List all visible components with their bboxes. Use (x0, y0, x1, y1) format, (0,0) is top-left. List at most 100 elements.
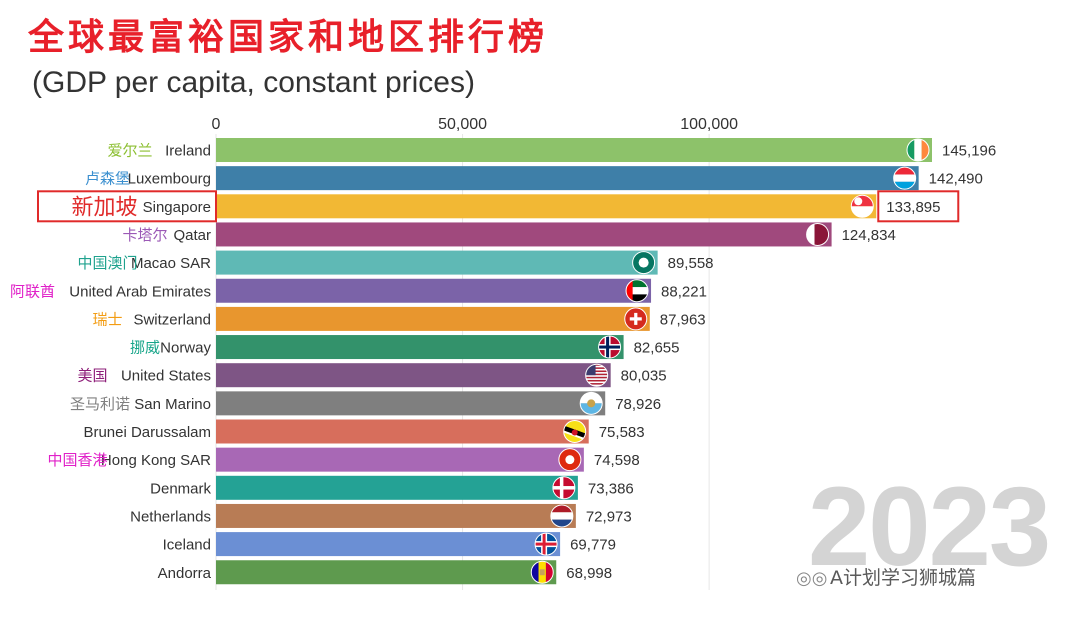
category-label: Qatar (173, 227, 211, 244)
category-label: Hong Kong SAR (101, 452, 211, 469)
x-tick-label: 100,000 (680, 116, 738, 133)
value-label: 69,779 (570, 537, 616, 554)
category-label-cn: 圣马利诺 (70, 395, 130, 413)
flag-uae (626, 279, 649, 302)
category-label-cn: 挪威 (130, 339, 160, 357)
category-label: Denmark (150, 480, 211, 497)
bar-row: Switzerland 瑞士 87,963 (92, 306, 706, 331)
flag-qatar (806, 223, 829, 246)
value-label: 73,386 (588, 480, 634, 497)
year-label: 2023 (808, 464, 1051, 589)
bar-row: United States 美国 80,035 (77, 363, 667, 388)
bar (216, 278, 652, 303)
category-label-cn: 美国 (77, 367, 107, 385)
bar (216, 335, 624, 360)
flag-usa (585, 364, 608, 387)
bar (216, 194, 877, 219)
flag-norway (598, 336, 621, 359)
category-label-cn: 瑞士 (92, 310, 122, 328)
category-label: Netherlands (130, 508, 211, 525)
flag-singapore (851, 195, 874, 218)
flag-macao (632, 251, 655, 274)
value-label: 142,490 (929, 171, 983, 188)
bar (216, 391, 606, 416)
category-label: Norway (160, 340, 211, 357)
flag-netherlands (550, 504, 573, 527)
highlight-box-label (37, 190, 217, 223)
category-label: Brunei Darussalam (83, 424, 211, 441)
value-label: 124,834 (842, 227, 896, 244)
category-label: Switzerland (133, 311, 211, 328)
value-label: 89,558 (668, 255, 714, 272)
chart-subtitle: (GDP per capita, constant prices) (32, 66, 475, 99)
value-label: 87,963 (660, 311, 706, 328)
category-label: Macao SAR (131, 255, 211, 272)
category-label: United States (121, 368, 211, 385)
bar-row: Brunei Darussalam 75,583 (83, 419, 645, 444)
bar (216, 532, 561, 557)
category-label: Ireland (165, 143, 211, 160)
flag-switzerland (624, 307, 647, 330)
x-tick-label: 0 (212, 116, 221, 133)
category-label-cn: 阿联酋 (10, 282, 55, 300)
wechat-icon: ◎◎ (796, 568, 828, 589)
bar-row: Qatar 卡塔尔 124,834 (122, 222, 896, 247)
value-label: 88,221 (661, 283, 707, 300)
bar-row: Singapore 新加坡 133,895 (37, 190, 960, 223)
category-label-cn: 中国香港 (47, 451, 107, 469)
bar-row: Netherlands 72,973 (130, 503, 632, 528)
bar (216, 560, 557, 585)
bar (216, 250, 658, 275)
flag-iceland (535, 533, 558, 556)
flag-san-marino (580, 392, 603, 415)
value-label: 133,895 (886, 199, 940, 216)
flag-ireland (907, 139, 929, 161)
bar-row: Ireland 爱尔兰 145,196 (107, 138, 996, 162)
value-label: 145,196 (942, 143, 996, 160)
value-label: 75,583 (599, 424, 645, 441)
bar (216, 222, 832, 247)
value-label: 72,973 (586, 508, 632, 525)
flag-hong-kong (558, 448, 581, 471)
category-label: San Marino (134, 396, 211, 413)
highlight-box-value (877, 190, 960, 223)
value-label: 80,035 (621, 368, 667, 385)
x-tick-label: 50,000 (438, 116, 487, 133)
category-label-cn: 爱尔兰 (107, 142, 152, 160)
bar (216, 503, 576, 528)
bar-row: Denmark 73,386 (150, 475, 634, 500)
value-label: 78,926 (615, 396, 661, 413)
bar-row: Iceland 69,779 (163, 532, 616, 557)
category-label-cn: 卢森堡 (85, 170, 130, 188)
category-label: Andorra (158, 565, 212, 582)
category-label-cn: 卡塔尔 (122, 226, 167, 244)
flag-brunei (563, 420, 586, 443)
chart-title: 全球最富裕国家和地区排行榜 (28, 16, 549, 58)
category-label: United Arab Emirates (69, 283, 211, 300)
value-label: 68,998 (566, 565, 612, 582)
watermark: ◎◎ A计划学习狮城篇 (796, 563, 976, 590)
bar (216, 138, 932, 162)
bar (216, 166, 919, 191)
bar (216, 419, 589, 444)
flag-luxembourg (893, 167, 916, 190)
category-label: Iceland (163, 537, 211, 554)
bar (216, 475, 578, 500)
bar (216, 363, 611, 388)
value-label: 74,598 (594, 452, 640, 469)
flag-denmark (552, 476, 575, 499)
category-label-cn: 新加坡 (71, 195, 137, 220)
watermark-text: A计划学习狮城篇 (830, 567, 976, 589)
value-label: 82,655 (634, 340, 680, 357)
category-label: Luxembourg (128, 171, 211, 188)
category-label: Singapore (143, 199, 211, 216)
bar-row: Andorra 68,998 (158, 560, 612, 585)
bar-row: United Arab Emirates 阿联酋 88,221 (10, 278, 707, 303)
bar (216, 306, 650, 331)
